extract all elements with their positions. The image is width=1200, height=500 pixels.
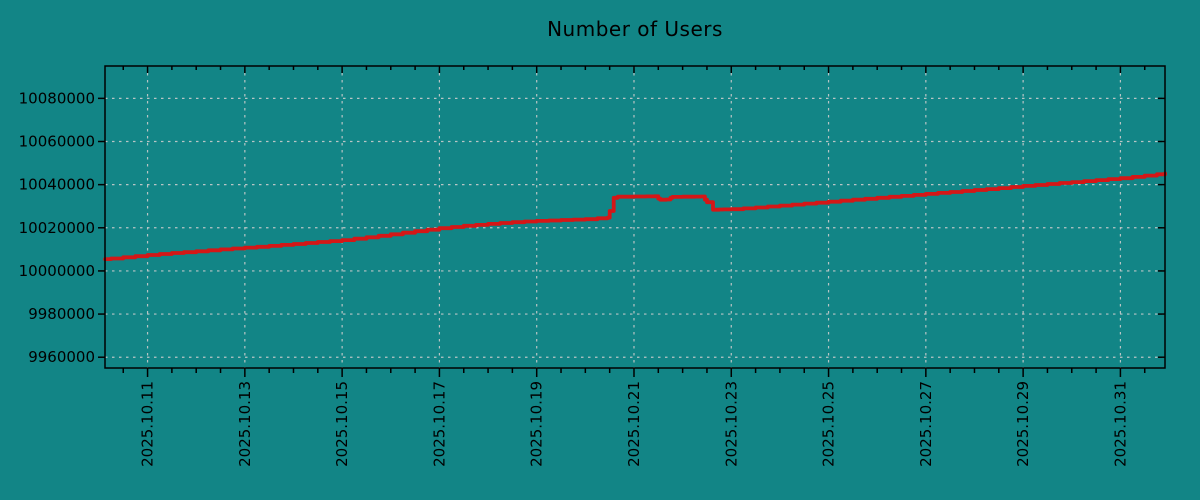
x-tick-label: 2025.10.17 xyxy=(430,381,448,467)
axis-ticks xyxy=(98,66,1165,377)
x-tick-label: 2025.10.21 xyxy=(625,381,643,467)
x-tick-label: 2025.10.27 xyxy=(917,381,935,467)
x-tick-label: 2025.10.15 xyxy=(333,381,351,467)
x-tick-label: 2025.10.19 xyxy=(528,381,546,467)
y-tick-label: 9980000 xyxy=(28,305,95,323)
x-tick-label: 2025.10.29 xyxy=(1014,381,1032,467)
x-tick-label: 2025.10.31 xyxy=(1111,381,1129,467)
x-tick-label: 2025.10.11 xyxy=(139,381,157,467)
gridlines xyxy=(105,66,1165,368)
y-tick-label: 10020000 xyxy=(19,219,95,237)
x-tick-label: 2025.10.25 xyxy=(820,381,838,467)
y-tick-label: 9960000 xyxy=(28,348,95,366)
chart-title: Number of Users xyxy=(547,17,723,41)
x-tick-label: 2025.10.13 xyxy=(236,381,254,467)
plot-frame xyxy=(104,65,1166,369)
axis-labels: 2025.10.11 2025.10.13 2025.10.15 2025.10.17… xyxy=(19,89,1130,467)
y-tick-label: 10080000 xyxy=(19,89,95,107)
y-tick-label: 10000000 xyxy=(19,262,95,280)
y-tick-label: 10060000 xyxy=(19,133,95,151)
y-tick-label: 10040000 xyxy=(19,176,95,194)
data-line-users xyxy=(103,171,1167,261)
x-tick-label: 2025.10.23 xyxy=(722,381,740,467)
